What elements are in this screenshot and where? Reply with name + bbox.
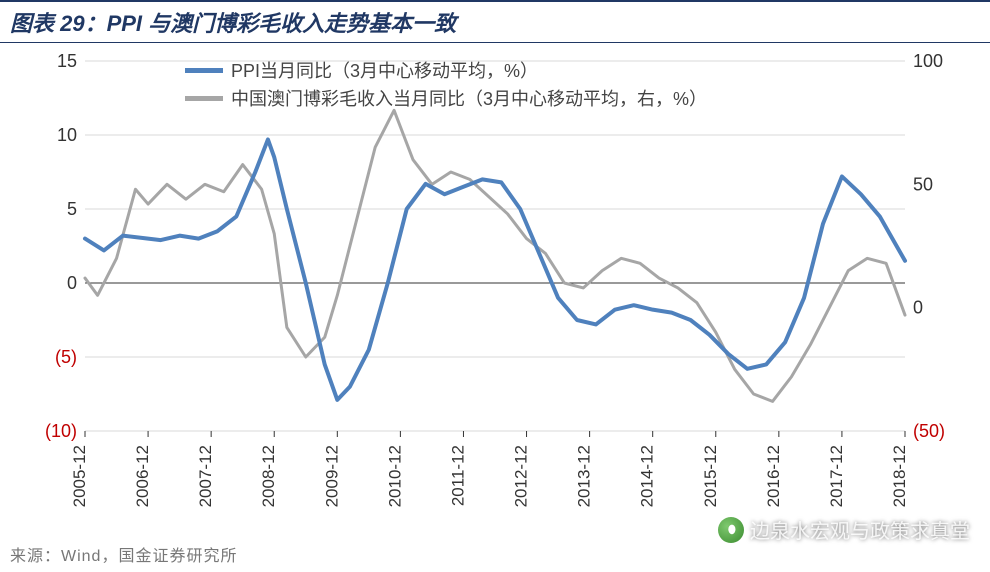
chart-container: (10) (5) 0 5 10 15 (50) 0 50 100 2005-12 2006-12 200… xyxy=(25,51,965,521)
svg-text:2006-12: 2006-12 xyxy=(133,445,152,507)
chart-svg: (10) (5) 0 5 10 15 (50) 0 50 100 2005-12 2006-12 200… xyxy=(25,51,965,521)
legend-swatch-ppi xyxy=(185,68,223,73)
legend-label-ppi: PPI当月同比（3月中心移动平均，%） xyxy=(231,57,538,83)
legend-swatch-macau xyxy=(185,96,223,101)
svg-text:0: 0 xyxy=(913,298,923,318)
watermark: 边泉水宏观与政策求真堂 xyxy=(718,515,970,544)
svg-text:5: 5 xyxy=(67,199,77,219)
svg-text:(5): (5) xyxy=(55,347,77,367)
svg-text:2010-12: 2010-12 xyxy=(385,445,404,507)
wechat-icon xyxy=(718,517,744,543)
legend-row-1: PPI当月同比（3月中心移动平均，%） xyxy=(185,57,707,83)
svg-text:2012-12: 2012-12 xyxy=(512,445,531,507)
svg-text:2013-12: 2013-12 xyxy=(575,445,594,507)
svg-text:2009-12: 2009-12 xyxy=(322,445,341,507)
svg-text:100: 100 xyxy=(913,51,943,71)
svg-text:2015-12: 2015-12 xyxy=(701,445,720,507)
svg-text:2018-12: 2018-12 xyxy=(890,445,909,507)
svg-text:(50): (50) xyxy=(913,421,945,441)
source-text: 来源：Wind，国金证券研究所 xyxy=(10,542,237,566)
svg-text:15: 15 xyxy=(57,51,77,71)
legend-label-macau: 中国澳门博彩毛收入当月同比（3月中心移动平均，右，%） xyxy=(231,85,707,111)
svg-text:2016-12: 2016-12 xyxy=(764,445,783,507)
legend-row-2: 中国澳门博彩毛收入当月同比（3月中心移动平均，右，%） xyxy=(185,85,707,111)
svg-text:2014-12: 2014-12 xyxy=(638,445,657,507)
watermark-text: 边泉水宏观与政策求真堂 xyxy=(750,515,970,544)
svg-text:2017-12: 2017-12 xyxy=(827,445,846,507)
svg-text:2011-12: 2011-12 xyxy=(448,445,467,506)
svg-text:(10): (10) xyxy=(45,421,77,441)
svg-text:50: 50 xyxy=(913,174,933,194)
svg-text:2008-12: 2008-12 xyxy=(259,445,278,507)
svg-text:0: 0 xyxy=(67,273,77,293)
svg-text:2005-12: 2005-12 xyxy=(70,445,89,507)
svg-text:10: 10 xyxy=(57,125,77,145)
svg-text:2007-12: 2007-12 xyxy=(196,445,215,507)
chart-title: 图表 29：PPI 与澳门博彩毛收入走势基本一致 xyxy=(0,0,990,43)
legend: PPI当月同比（3月中心移动平均，%） 中国澳门博彩毛收入当月同比（3月中心移动… xyxy=(185,57,707,113)
